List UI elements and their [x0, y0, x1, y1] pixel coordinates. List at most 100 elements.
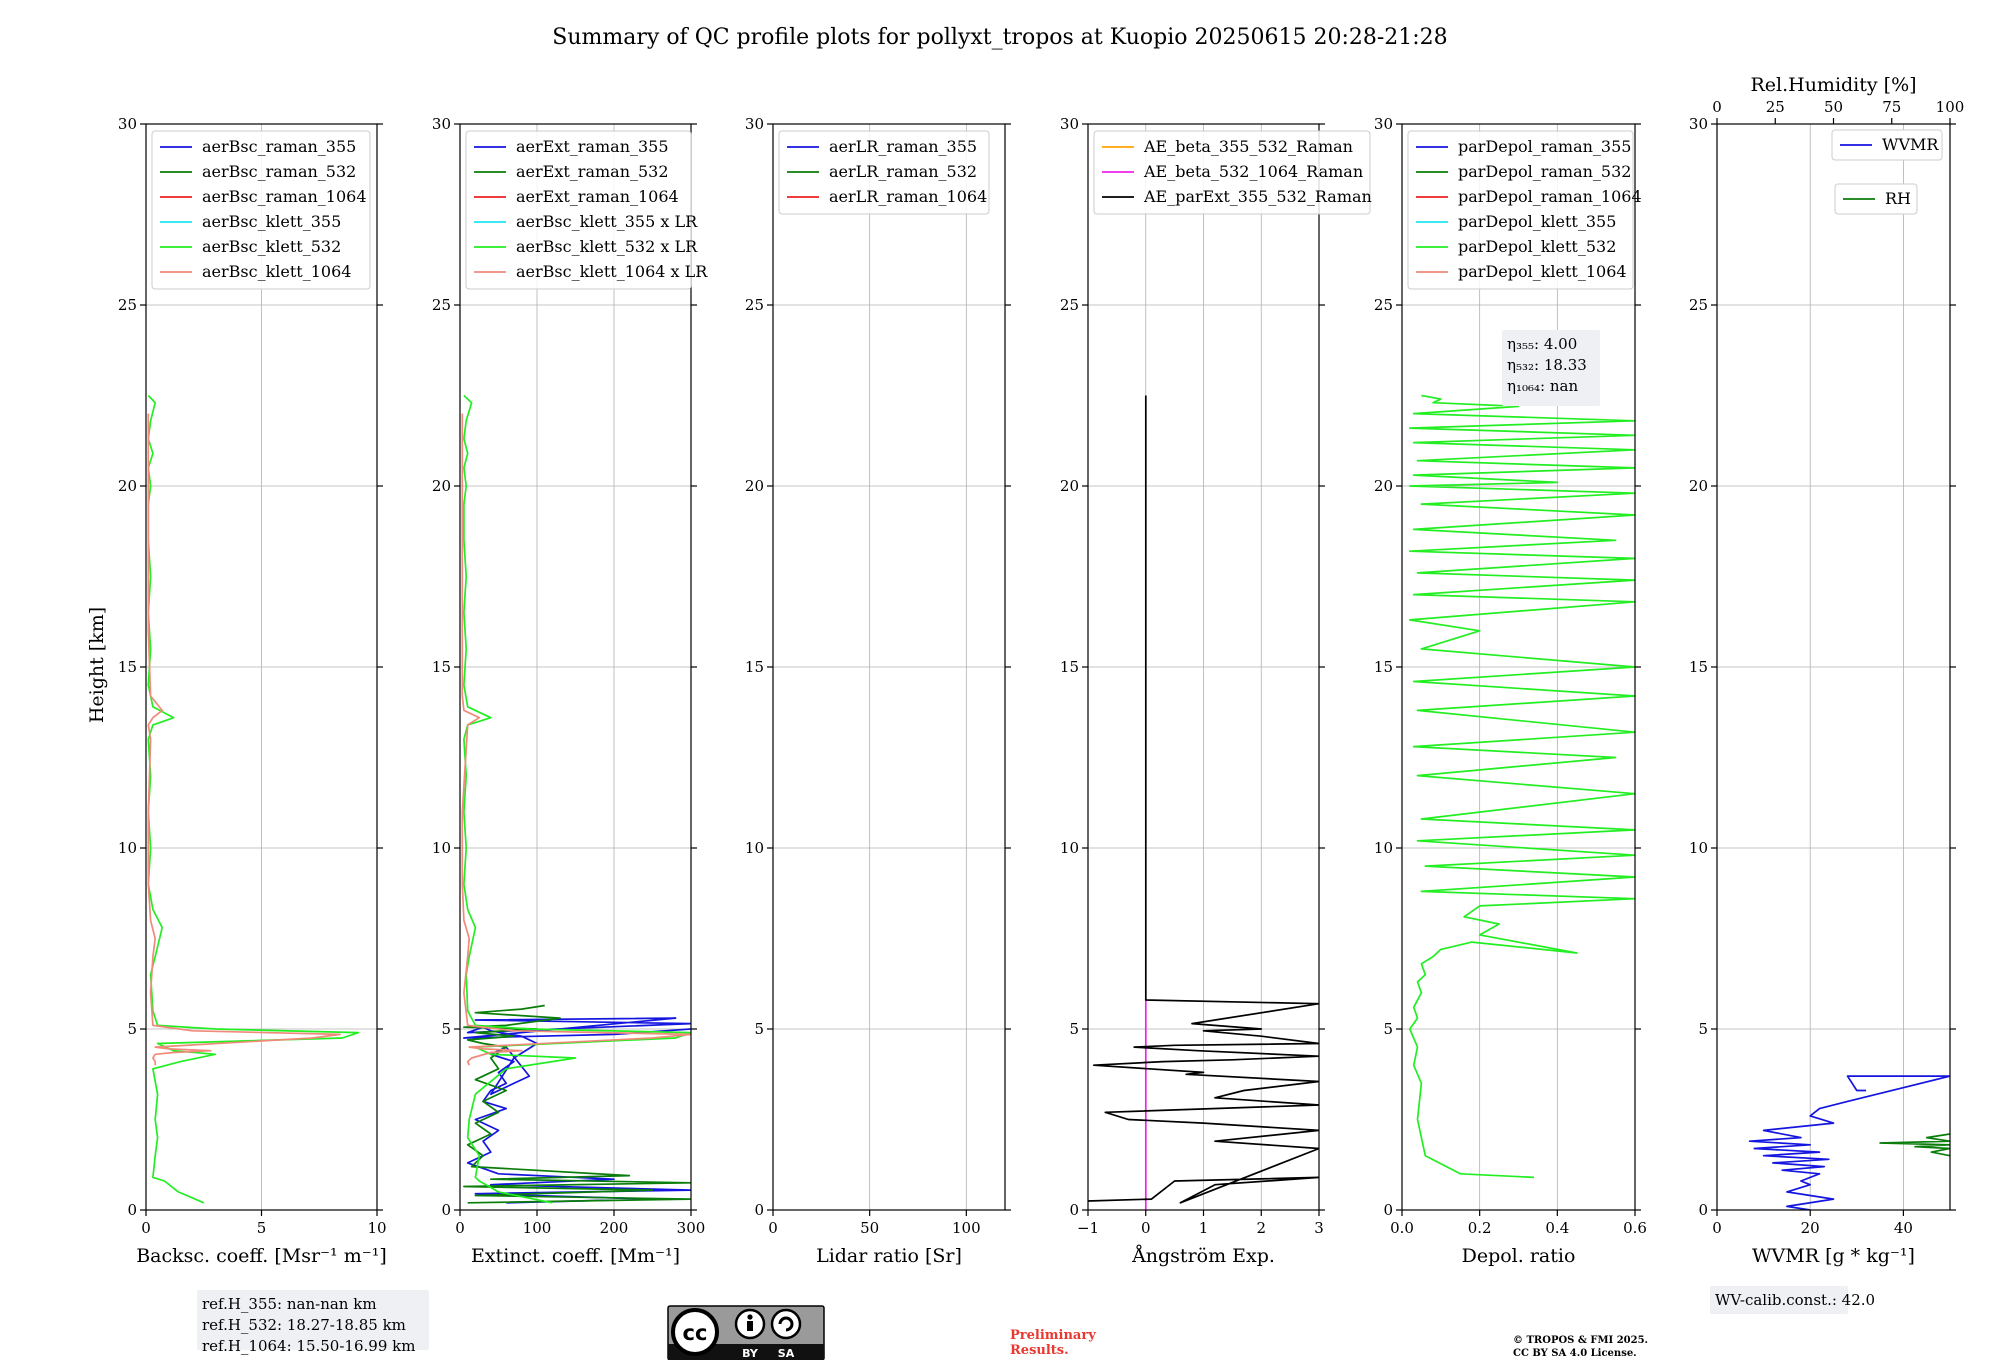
- info-box-bg: [197, 1290, 429, 1350]
- info-box: η₃₅₅: 4.00 η₅₃₂: 18.33 η₁₀₆₄: nan: [1502, 330, 1600, 406]
- x-tick-label: 10: [367, 1219, 386, 1237]
- legend-entry: aerBsc_klett_532 x LR: [516, 237, 698, 256]
- legend-entry: AE_beta_532_1064_Raman: [1143, 162, 1363, 181]
- copyright-line-2: CC BY SA 4.0 License.: [1513, 1348, 1637, 1359]
- y-tick-label: 20: [1374, 477, 1393, 495]
- legend-entry: parDepol_klett_532: [1458, 237, 1616, 256]
- figure-title: Summary of QC profile plots for pollyxt_…: [552, 25, 1447, 50]
- y-tick-label: 15: [432, 658, 451, 676]
- x-tick-label: −1: [1077, 1219, 1099, 1237]
- y-tick-label: 25: [1060, 296, 1079, 314]
- panel-depol: 0 5 10 15 20 25 30 0.0 0.2 0.4 0.6 Depol. ratio parD…: [1374, 115, 1647, 1267]
- x-tick-label: 0: [141, 1219, 151, 1237]
- y-tick-label: 15: [118, 658, 137, 676]
- y-tick-label: 0: [754, 1201, 764, 1219]
- y-tick-label: 15: [1689, 658, 1708, 676]
- gridlines: [1716, 123, 1950, 1211]
- legend-box: [151, 130, 371, 290]
- top-x-tick-label: 25: [1766, 98, 1785, 116]
- series-group: [1088, 395, 1319, 1210]
- x-axis-label: Depol. ratio: [1462, 1245, 1576, 1267]
- legend-box: [1407, 130, 1634, 290]
- cc-sa-label: SA: [778, 1347, 795, 1360]
- x-tick-label: 50: [860, 1219, 879, 1237]
- legend-entry: aerBsc_raman_1064: [202, 187, 367, 206]
- y-tick-label: 30: [745, 115, 764, 133]
- x-tick-label: 0.0: [1390, 1219, 1414, 1237]
- legend-entry: aerBsc_klett_532: [202, 237, 341, 256]
- legend: aerBsc_raman_355 aerBsc_raman_532 aerBsc_r…: [151, 130, 371, 290]
- legend-entry: parDepol_klett_1064: [1458, 262, 1627, 281]
- legend-entry: aerExt_raman_355: [516, 137, 669, 156]
- info-box-bg: [1710, 1286, 1848, 1314]
- legend: aerExt_raman_355 aerExt_raman_532 aerExt_r…: [465, 130, 708, 290]
- y-tick-label: 10: [1689, 839, 1708, 857]
- preliminary-line-2: Results.: [1010, 1343, 1069, 1358]
- legend: AE_beta_355_532_Raman AE_beta_532_1064_Ra…: [1093, 130, 1372, 215]
- legend-entry: aerBsc_klett_355: [202, 212, 341, 231]
- preliminary-line-1: Preliminary: [1010, 1328, 1096, 1343]
- legend-entry: aerBsc_klett_355 x LR: [516, 212, 698, 231]
- copyright-line-1: © TROPOS & FMI 2025.: [1513, 1335, 1648, 1346]
- gridlines: [772, 123, 1005, 1211]
- legend-entry: RH: [1885, 189, 1911, 208]
- info-box: WV-calib.const.: 42.0: [1710, 1286, 1875, 1314]
- info-line: η₅₃₂: 18.33: [1507, 356, 1587, 374]
- y-tick-label: 20: [118, 477, 137, 495]
- series-group: [1748, 1075, 1950, 1210]
- legend-entry: aerLR_raman_532: [829, 162, 977, 181]
- y-tick-label: 30: [118, 115, 137, 133]
- series-line-aerBsc_klett_532 x LR: [463, 394, 691, 1204]
- legend-entry: parDepol_raman_1064: [1458, 187, 1642, 206]
- cc-by-sa-icon: cc BY SA: [667, 1305, 825, 1360]
- y-tick-label: 0: [1698, 1201, 1708, 1219]
- legend-entry: parDepol_raman_532: [1458, 162, 1631, 181]
- y-tick-label: 10: [118, 839, 137, 857]
- info-line: η₁₀₆₄: nan: [1507, 377, 1578, 395]
- x-tick-label: 0: [1141, 1219, 1151, 1237]
- x-tick-label: 0.4: [1545, 1219, 1569, 1237]
- series-line-parDepol_klett_532: [1408, 394, 1635, 1179]
- x-axis-label: Lidar ratio [Sr]: [816, 1245, 962, 1267]
- legend-entry: aerBsc_raman_355: [202, 137, 356, 156]
- x-tick-label: 5: [257, 1219, 267, 1237]
- x-tick-label: 0.6: [1623, 1219, 1647, 1237]
- x-tick-label: 40: [1894, 1219, 1913, 1237]
- x-tick-label: 100: [523, 1219, 552, 1237]
- svg-text:cc: cc: [683, 1321, 708, 1345]
- y-tick-label: 10: [432, 839, 451, 857]
- x-tick-label: 100: [952, 1219, 981, 1237]
- legend-entry: parDepol_raman_355: [1458, 137, 1631, 156]
- series-line-AE_parExt_355_532_Raman: [1088, 395, 1319, 1204]
- y-tick-label: 20: [745, 477, 764, 495]
- x-tick-label: 2: [1256, 1219, 1266, 1237]
- y-tick-label: 5: [754, 1020, 764, 1038]
- legend-box: [1834, 183, 1918, 215]
- y-tick-label: 0: [441, 1201, 451, 1219]
- series-line-WVMR: [1748, 1075, 1950, 1210]
- legend-box: [465, 130, 692, 290]
- legend-box: [1831, 129, 1943, 161]
- panel-lr: 0 5 10 15 20 25 30 0 50 100 Lidar ratio [Sr] aerLR_…: [745, 115, 1011, 1267]
- y-tick-label: 5: [1698, 1020, 1708, 1038]
- y-tick-label: 25: [1374, 296, 1393, 314]
- top-x-tick-label: 100: [1936, 98, 1965, 116]
- y-tick-label: 0: [127, 1201, 137, 1219]
- top-x-axis-label: Rel.Humidity [%]: [1750, 74, 1916, 96]
- y-tick-label: 10: [1374, 839, 1393, 857]
- info-line: ref.H_1064: 15.50-16.99 km: [202, 1337, 415, 1355]
- y-tick-label: 25: [118, 296, 137, 314]
- y-tick-label: 15: [1060, 658, 1079, 676]
- x-axis-label: Extinct. coeff. [Mm⁻¹]: [471, 1245, 680, 1267]
- y-tick-label: 20: [1689, 477, 1708, 495]
- series-line-aerBsc_klett_532: [147, 394, 360, 1204]
- y-tick-label: 0: [1069, 1201, 1079, 1219]
- x-axis-label: WVMR [g * kg⁻¹]: [1752, 1245, 1915, 1267]
- info-line: η₃₅₅: 4.00: [1507, 335, 1577, 353]
- panel-bsc: 0 5 10 15 20 25 30 0 5 10 Backsc. coeff. [Msr⁻¹ m⁻…: [118, 115, 429, 1355]
- y-tick-label: 30: [1060, 115, 1079, 133]
- legend-entry: aerExt_raman_532: [516, 162, 669, 181]
